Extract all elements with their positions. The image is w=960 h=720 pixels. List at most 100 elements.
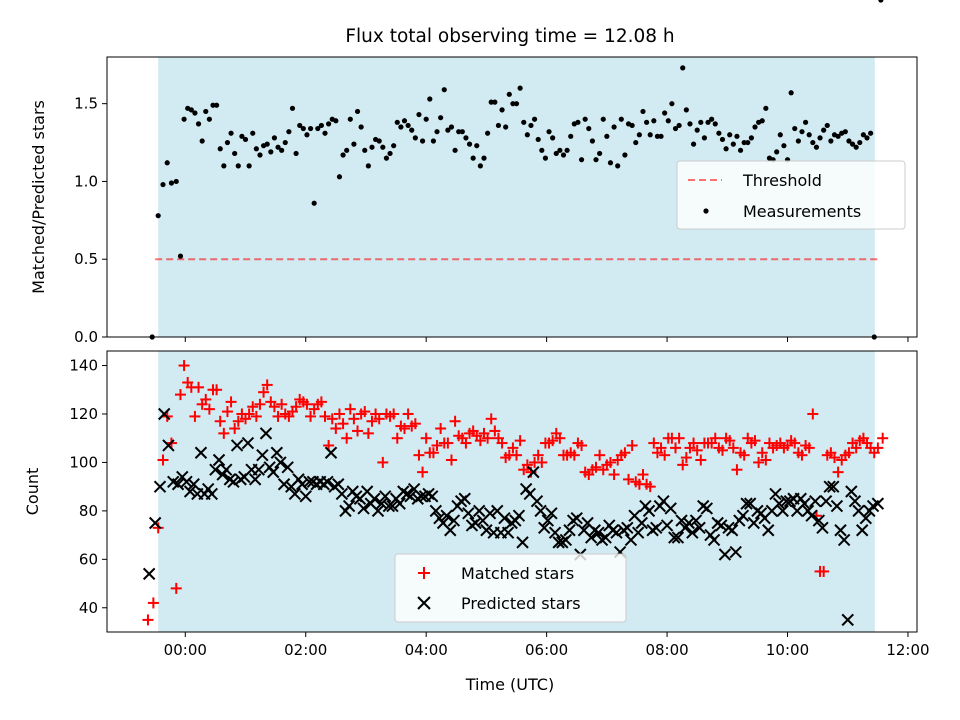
y-tick-label-40: 40 <box>79 599 98 617</box>
matched-star-point <box>756 447 768 459</box>
measurement-point <box>651 118 657 124</box>
matched-star-point <box>229 423 241 435</box>
measurement-point <box>557 147 563 153</box>
measurement-point <box>492 99 498 105</box>
predicted-star-point <box>534 504 547 518</box>
matched-star-point <box>373 413 385 425</box>
measurement-point <box>192 110 198 116</box>
measurement-point <box>781 143 787 149</box>
predicted-star-point <box>332 478 345 491</box>
predicted-star-point <box>209 463 222 476</box>
measurement-point <box>640 108 646 115</box>
predicted-star-point <box>357 502 370 515</box>
predicted-star-point <box>762 524 775 537</box>
matched-star-point <box>193 381 205 393</box>
matched-star-point <box>232 415 244 427</box>
matched-star-point <box>695 454 707 466</box>
measurement-point <box>586 125 592 132</box>
measurement-point <box>217 146 223 152</box>
ratio-axes-frame <box>106 56 918 338</box>
predicted-star-point <box>827 480 840 493</box>
predicted-star-point <box>592 526 605 539</box>
predicted-star-point <box>837 533 851 547</box>
matched-star-point <box>359 406 371 418</box>
matched-star-point <box>276 398 288 410</box>
measurement-point <box>286 129 292 135</box>
measurement-point <box>412 135 418 141</box>
matched-star-point <box>485 413 497 425</box>
predicted-star-point <box>740 497 753 510</box>
predicted-star-point <box>183 485 197 498</box>
measurement-point <box>168 180 175 186</box>
predicted-star-point <box>855 524 869 537</box>
measurement-point <box>268 149 274 155</box>
matched-star-point <box>243 408 255 420</box>
matched-star-point <box>301 398 313 410</box>
measurement-point <box>173 178 179 185</box>
measurement-point <box>405 122 411 129</box>
predicted-star-point <box>664 502 677 515</box>
matched-star-point <box>203 403 215 415</box>
legend-matched-swatch <box>418 567 430 579</box>
matched-star-point <box>648 437 660 449</box>
matched-star-point <box>352 425 364 437</box>
predicted-star-point <box>180 475 193 489</box>
x-tick-label-00:00: 00:00 <box>164 641 207 659</box>
x-tick-label-02:00: 02:00 <box>284 641 327 659</box>
measurement-point <box>615 163 621 169</box>
measurement-point <box>322 130 328 136</box>
y-tick-label-120: 120 <box>69 405 98 423</box>
measurement-point <box>597 150 603 157</box>
measurement-point <box>423 116 429 122</box>
measurement-point <box>232 150 238 157</box>
predicted-star-point <box>729 545 742 559</box>
measurement-point <box>860 132 867 138</box>
measurement-point <box>275 144 281 150</box>
measurement-point <box>336 174 343 180</box>
measurement-point <box>633 139 639 146</box>
matched-star-point <box>877 432 889 444</box>
predicted-star-point <box>187 478 200 491</box>
predicted-star-point <box>368 492 381 505</box>
measurement-point <box>813 144 820 150</box>
x-tick-label-10:00: 10:00 <box>766 641 809 659</box>
measurement-point <box>763 105 769 111</box>
predicted-star-point <box>671 531 685 544</box>
measurement-point <box>643 119 650 125</box>
measurement-point <box>810 139 816 146</box>
matched-star-point <box>442 437 454 449</box>
matched-star-point <box>348 413 360 425</box>
predicted-star-point <box>631 526 645 539</box>
measurement-point <box>734 133 740 139</box>
measurement-point <box>535 136 541 143</box>
measurement-point <box>199 138 205 144</box>
matched-star-point <box>214 415 226 427</box>
matched-star-point <box>659 449 671 461</box>
matched-star-point <box>554 432 566 444</box>
matched-star-point <box>200 393 212 405</box>
measurement-point <box>344 147 350 153</box>
measurement-point <box>239 133 245 139</box>
predicted-star-point <box>769 487 782 501</box>
measurement-point <box>271 135 278 141</box>
measurement-point <box>842 129 848 135</box>
measurement-point <box>181 116 187 122</box>
measurement-point <box>503 124 509 130</box>
matched-star-point <box>789 437 801 449</box>
matched-star-point <box>157 454 169 466</box>
predicted-star-point <box>458 492 471 505</box>
matched-star-point <box>254 398 266 410</box>
legend-predicted-label: Predicted stars <box>461 594 581 613</box>
ratio-x-ticks <box>184 337 909 342</box>
measurement-point <box>394 119 400 125</box>
measurement-point <box>246 163 252 169</box>
matched-star-point <box>594 449 606 461</box>
measurement-point <box>575 119 581 125</box>
predicted-star-point <box>512 509 526 522</box>
measurement-point <box>672 125 679 132</box>
measurement-point <box>441 87 447 93</box>
matched-star-point <box>691 444 703 456</box>
matched-star-point <box>250 410 262 422</box>
measurement-point <box>419 138 426 144</box>
